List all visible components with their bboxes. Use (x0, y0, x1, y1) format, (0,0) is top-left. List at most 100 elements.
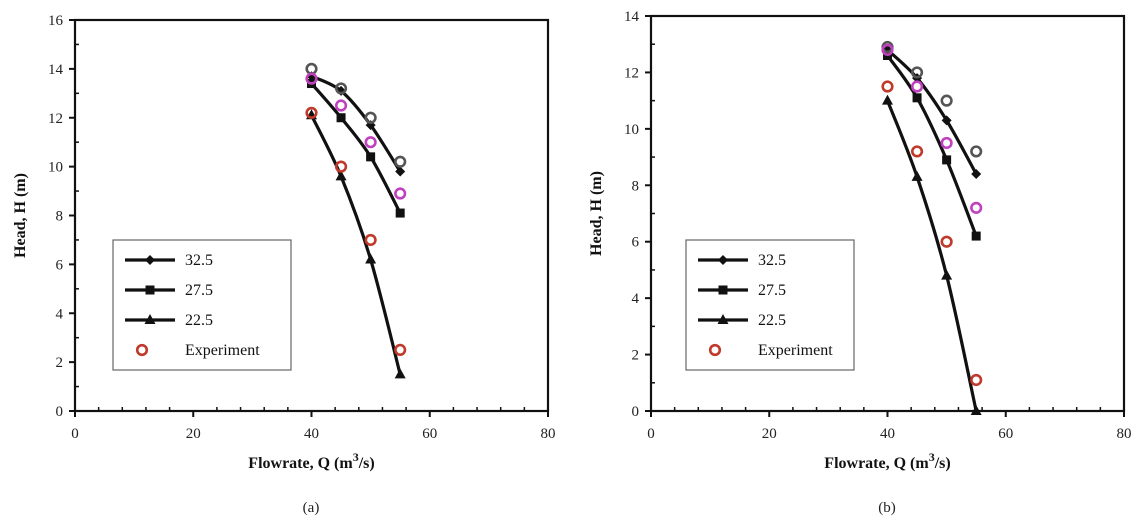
y-tick-label: 12 (624, 65, 639, 81)
extra-point-1 (881, 43, 894, 56)
extra-point-0 (364, 111, 377, 124)
legend-marker-27.5 (718, 285, 728, 295)
extra-point-1 (910, 80, 924, 93)
y-tick-label: 8 (56, 209, 64, 225)
legend-label-Experiment: Experiment (185, 342, 260, 359)
extra-point-1 (970, 201, 983, 214)
y-tick-label: 4 (632, 291, 640, 307)
legend-box (112, 239, 292, 371)
legend-label-27.5: 27.5 (758, 282, 786, 299)
data-point-22.5 (911, 170, 923, 181)
series-line-32.5 (886, 48, 978, 175)
data-point-Experiment (881, 80, 894, 93)
y-tick-label: 16 (48, 13, 64, 29)
x-tick-label: 0 (71, 426, 79, 442)
y-tick-label: 12 (48, 111, 63, 127)
panel-caption: (b) (878, 500, 896, 516)
data-point-Experiment (305, 106, 318, 119)
x-axis-label: Flowrate, Q (m3/s) (824, 450, 950, 472)
extra-point-0 (940, 94, 953, 107)
legend-label-22.5: 22.5 (758, 312, 786, 329)
data-point-27.5 (366, 152, 376, 162)
legend-label-32.5: 32.5 (758, 252, 786, 269)
x-tick-label: 40 (880, 426, 895, 442)
y-tick-label: 2 (632, 348, 640, 364)
x-tick-label: 80 (1117, 426, 1132, 442)
legend-marker-27.5 (145, 285, 155, 295)
data-point-Experiment (970, 373, 983, 387)
panel-caption: (a) (303, 500, 320, 516)
y-tick-label: 6 (56, 257, 64, 273)
data-point-22.5 (365, 253, 377, 264)
legend: 32.5 27.5 22.5 Experiment (112, 239, 292, 371)
legend-label-22.5: 22.5 (185, 312, 213, 329)
y-tick-label: 0 (56, 404, 64, 420)
extra-point-1 (364, 136, 377, 149)
y-tick-label: 0 (632, 404, 640, 420)
data-point-32.5 (395, 166, 406, 177)
legend-label-Experiment: Experiment (758, 342, 833, 359)
extra-point-0 (334, 82, 348, 95)
data-point-27.5 (912, 93, 922, 103)
legend-marker-22.5 (144, 314, 156, 324)
y-tick-label: 14 (48, 62, 64, 78)
extra-point-1 (305, 72, 318, 85)
y-tick-label: 6 (632, 235, 640, 251)
data-point-32.5 (941, 115, 952, 126)
data-point-Experiment (364, 233, 377, 247)
data-point-Experiment (394, 343, 407, 357)
legend-marker-22.5 (717, 314, 729, 324)
data-point-Experiment (910, 145, 924, 158)
legend-marker-Experiment (708, 343, 722, 357)
x-tick-label: 60 (998, 426, 1013, 442)
legend-marker-32.5 (718, 255, 728, 265)
data-point-27.5 (395, 208, 405, 218)
extra-point-1 (334, 99, 348, 112)
extra-point-0 (910, 66, 924, 79)
x-axis-label: Flowrate, Q (m3/s) (248, 450, 374, 472)
y-tick-label: 14 (624, 9, 640, 25)
data-point-27.5 (942, 155, 952, 165)
x-tick-label: 60 (422, 426, 437, 442)
y-axis-label: Head, H (m) (12, 173, 29, 258)
series-line-32.5 (310, 74, 402, 173)
legend-box (685, 239, 855, 371)
chart-panel-a: 0 2 4 6 8 10 12 14 16 0 20 40 60 80 Head, H (m) Flowrat… (12, 13, 556, 516)
data-point-32.5 (971, 169, 982, 179)
data-point-Experiment (334, 160, 348, 173)
series-line-27.5 (310, 82, 402, 214)
data-point-22.5 (394, 368, 406, 379)
legend-marker-32.5 (145, 255, 155, 265)
y-tick-label: 10 (624, 122, 639, 138)
legend-label-27.5: 27.5 (185, 282, 213, 299)
y-tick-label: 8 (632, 178, 640, 194)
x-tick-label: 0 (647, 426, 655, 442)
legend: 32.5 27.5 22.5 Experiment (685, 239, 855, 371)
data-point-22.5 (882, 94, 893, 105)
y-axis-label: Head, H (m) (588, 171, 605, 256)
series-line-27.5 (886, 54, 978, 237)
extra-point-0 (394, 155, 407, 168)
data-point-Experiment (940, 235, 953, 248)
data-point-22.5 (335, 170, 347, 181)
x-tick-label: 40 (304, 426, 319, 442)
data-point-27.5 (971, 231, 981, 241)
series-line-22.5 (310, 114, 402, 375)
x-tick-label: 20 (186, 426, 201, 442)
y-tick-label: 10 (48, 160, 63, 176)
extra-point-1 (394, 187, 407, 200)
y-tick-label: 2 (56, 355, 64, 371)
x-tick-label: 20 (762, 426, 777, 442)
legend-label-32.5: 32.5 (185, 252, 213, 269)
data-point-27.5 (336, 113, 346, 123)
data-point-22.5 (941, 269, 953, 280)
extra-point-1 (940, 136, 953, 150)
x-tick-label: 80 (541, 426, 556, 442)
series-line-22.5 (886, 100, 978, 412)
legend-marker-Experiment (135, 343, 149, 357)
chart-panel-b: 0 2 4 6 8 10 12 14 0 20 40 60 80 Head, H (m) Flowrate,… (588, 9, 1132, 516)
data-point-22.5 (970, 405, 982, 415)
extra-point-0 (970, 145, 983, 158)
y-tick-label: 4 (56, 306, 64, 322)
